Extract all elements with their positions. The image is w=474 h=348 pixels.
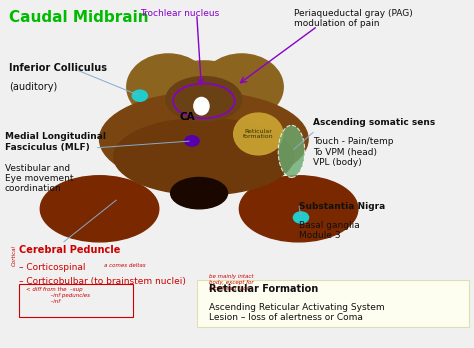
Circle shape [293, 212, 309, 223]
Ellipse shape [239, 176, 358, 242]
Text: Caudal Midbrain: Caudal Midbrain [9, 10, 149, 25]
Ellipse shape [234, 113, 283, 155]
Text: Trochlear nucleus: Trochlear nucleus [140, 9, 220, 18]
Text: Inferior Colliculus: Inferior Colliculus [9, 63, 108, 73]
Text: Touch - Pain/temp
To VPM (head)
VPL (body): Touch - Pain/temp To VPM (head) VPL (bod… [313, 137, 393, 167]
Ellipse shape [194, 97, 209, 115]
Text: Ascending somatic sens: Ascending somatic sens [313, 118, 435, 127]
Text: CA: CA [180, 112, 195, 121]
FancyBboxPatch shape [197, 280, 469, 327]
Ellipse shape [154, 61, 254, 120]
Ellipse shape [200, 54, 283, 120]
Ellipse shape [100, 92, 308, 186]
Text: Periaqueductal gray (PAG)
modulation of pain: Periaqueductal gray (PAG) modulation of … [294, 9, 413, 28]
Ellipse shape [127, 54, 210, 120]
Text: – Corticobulbar (to brainstem nuclei): – Corticobulbar (to brainstem nuclei) [19, 277, 186, 286]
Text: Substantia Nigra: Substantia Nigra [299, 202, 385, 211]
Text: a comes deltas: a comes deltas [104, 263, 146, 268]
Text: (auditory): (auditory) [9, 82, 58, 92]
Text: Medial Longitudinal
Fasciculus (MLF): Medial Longitudinal Fasciculus (MLF) [5, 132, 106, 152]
Ellipse shape [114, 118, 294, 195]
Text: < diff from the  –sup
              –inf peduncles
              –inf: < diff from the –sup –inf peduncles –inf [26, 287, 90, 304]
Circle shape [185, 136, 199, 146]
Text: Cortical: Cortical [12, 245, 17, 266]
Text: be mainly intact
body, except for
face/head face: be mainly intact body, except for face/h… [209, 274, 253, 291]
Text: Ascending Reticular Activating System
Lesion – loss of alertness or Coma: Ascending Reticular Activating System Le… [209, 303, 384, 322]
Ellipse shape [278, 125, 305, 177]
Circle shape [132, 90, 147, 101]
Ellipse shape [40, 176, 159, 242]
Text: Vestibular and
Eye movement
coordination: Vestibular and Eye movement coordination [5, 164, 73, 193]
Text: Reticular Formation: Reticular Formation [209, 284, 318, 294]
Ellipse shape [166, 77, 242, 122]
Ellipse shape [171, 177, 228, 209]
Text: – Corticospinal: – Corticospinal [19, 263, 85, 272]
Text: Cerebral Peduncle: Cerebral Peduncle [19, 245, 120, 255]
Text: Basal ganglia
Module 3: Basal ganglia Module 3 [299, 221, 359, 240]
Text: Reticular
formation: Reticular formation [243, 128, 273, 140]
